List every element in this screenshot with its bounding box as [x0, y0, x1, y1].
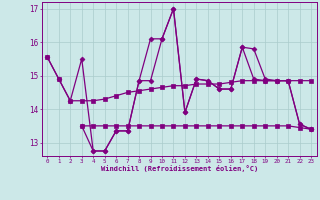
X-axis label: Windchill (Refroidissement éolien,°C): Windchill (Refroidissement éolien,°C) [100, 165, 258, 172]
